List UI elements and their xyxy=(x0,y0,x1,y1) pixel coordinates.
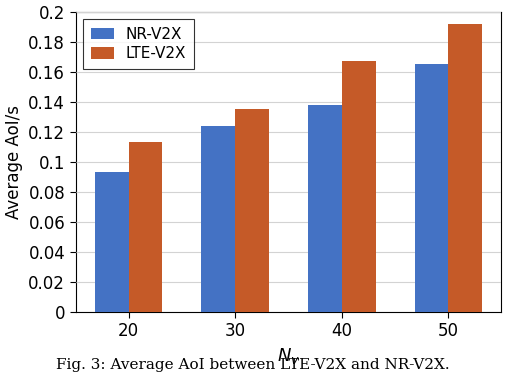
Bar xyxy=(447,24,481,312)
Bar xyxy=(414,64,447,312)
Text: Fig. 3: Average AoI between LTE-V2X and NR-V2X.: Fig. 3: Average AoI between LTE-V2X and … xyxy=(56,358,449,372)
Bar xyxy=(95,172,128,312)
X-axis label: $N_v$: $N_v$ xyxy=(276,345,299,366)
Bar xyxy=(308,105,341,312)
Bar xyxy=(235,109,269,312)
Bar xyxy=(128,142,162,312)
Y-axis label: Average AoI/s: Average AoI/s xyxy=(5,105,23,218)
Legend: NR-V2X, LTE-V2X: NR-V2X, LTE-V2X xyxy=(83,19,194,69)
Bar xyxy=(201,125,235,312)
Bar xyxy=(341,61,375,312)
